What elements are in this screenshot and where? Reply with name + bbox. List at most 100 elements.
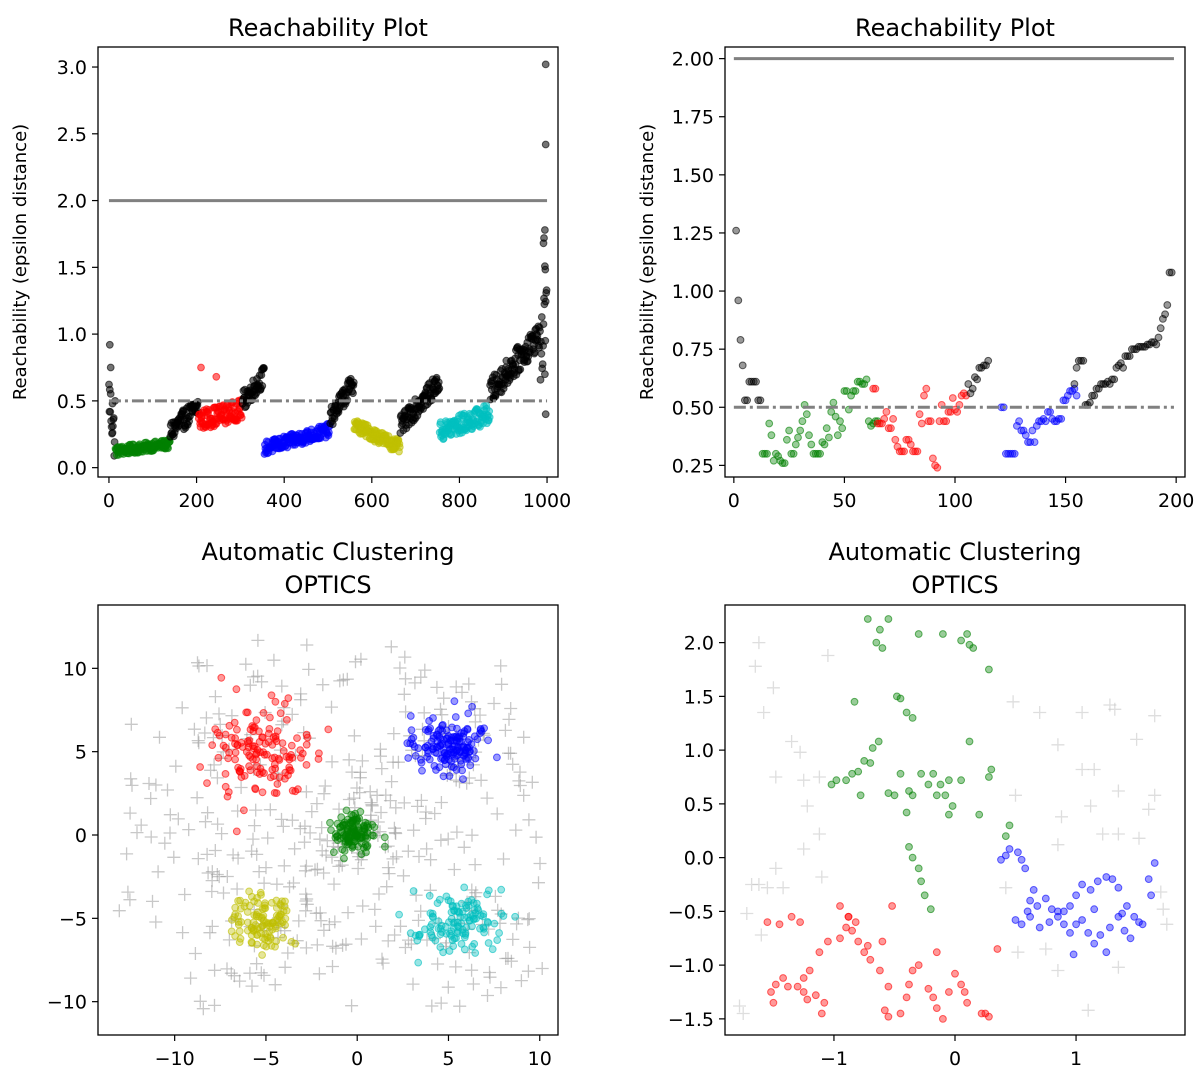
cluster-point-red (977, 1009, 986, 1018)
cluster-point-cyan (472, 914, 481, 923)
noise-point (975, 363, 984, 372)
noise-plus-marker (497, 852, 510, 866)
noise-plus-marker (440, 768, 454, 782)
noise-plus-marker (208, 963, 222, 977)
cluster-point-red (250, 742, 259, 751)
cluster-point-cyan (431, 936, 440, 945)
noise-plus-marker (163, 826, 177, 840)
noise-plus-marker (498, 723, 512, 737)
cluster-point-blue (417, 758, 426, 767)
cluster-point (858, 380, 866, 388)
cluster-point (851, 387, 860, 395)
cluster-point-green (350, 826, 358, 834)
noise-plus-marker (385, 775, 399, 789)
cluster-point-red (842, 923, 850, 932)
noise-plus-marker (171, 812, 185, 826)
noise-plus-marker (251, 633, 265, 647)
noise-plus-marker (243, 678, 257, 692)
noise-plus-marker (502, 712, 516, 726)
noise-plus-marker (397, 796, 411, 810)
noise-plus-marker (230, 882, 244, 896)
x-tick-label: 1 (1070, 1048, 1082, 1070)
cluster-point-green (965, 737, 974, 746)
cluster-point-blue (444, 750, 453, 758)
noise-point (349, 389, 357, 398)
noise-plus-marker (529, 830, 543, 844)
cluster-point (1030, 438, 1039, 447)
cluster-point-red (285, 766, 294, 774)
cluster-point-cyan (484, 939, 493, 947)
noise-plus-marker (1111, 827, 1125, 841)
cluster-point-yellow (236, 904, 245, 913)
cluster-point-red (884, 1012, 893, 1021)
noise-plus-marker (533, 857, 547, 870)
cluster-point-red (224, 754, 233, 763)
cluster-point-blue (1066, 929, 1074, 937)
clustering-plot-right: Automatic Clustering OPTICS −1 0 1 −1.5 −1.0 −0… (668, 538, 1186, 1070)
cluster-point-yellow (230, 913, 239, 921)
cluster-point-red (231, 734, 240, 743)
noise-point (732, 226, 740, 235)
noise-point (1079, 356, 1088, 365)
cluster-point-green (878, 644, 887, 652)
noise-plus-marker (465, 828, 479, 842)
y-axis-label: Reachability (epsilon distance) (10, 124, 31, 400)
cluster-point-red (836, 902, 844, 910)
cluster-point-red (963, 998, 971, 1007)
x-tick-label: 1000 (523, 490, 571, 512)
cluster-point-blue (997, 855, 1005, 864)
cluster-point-red (769, 998, 778, 1007)
cluster-point-red (196, 763, 205, 771)
noise-plus-marker (329, 941, 343, 955)
cluster-point-blue (458, 766, 467, 775)
noise-plus-marker (302, 662, 316, 676)
cluster-point (887, 424, 895, 433)
noise-point (1070, 380, 1079, 388)
cluster-point-blue (426, 724, 435, 733)
noise-point (1110, 375, 1119, 384)
cluster-point-green (914, 630, 923, 638)
y-tick-label: 1.25 (672, 223, 714, 245)
x-tick-label: 600 (354, 490, 390, 512)
cluster-point-red (258, 788, 267, 797)
noise-plus-marker (332, 859, 346, 873)
cluster-point-blue (1017, 920, 1026, 929)
cluster-point-green (380, 833, 389, 842)
noise-plus-marker (278, 960, 292, 974)
cluster-point-green (326, 818, 334, 827)
noise-plus-marker (455, 685, 469, 699)
cluster-point (836, 417, 844, 426)
x-tick-label: −5 (252, 1048, 280, 1070)
cluster-point-green (342, 806, 351, 815)
noise-plus-marker (258, 706, 272, 719)
y-tick-label: 5 (75, 742, 87, 764)
noise-plus-marker (326, 939, 340, 953)
noise-point (536, 375, 545, 384)
cluster-point (1015, 417, 1023, 426)
noise-plus-marker (313, 832, 327, 846)
noise-plus-marker (365, 798, 379, 812)
cluster-point-cyan (499, 912, 508, 920)
y-tick-label: −10 (47, 992, 87, 1014)
noise-plus-marker (387, 821, 401, 835)
cluster-point-red (298, 749, 307, 758)
noise-plus-marker (205, 874, 219, 888)
noise-plus-marker (308, 863, 322, 877)
cluster-point-blue (443, 734, 452, 743)
cluster-point-yellow (267, 941, 276, 950)
cluster-point-red (914, 961, 923, 969)
cluster-point-red (884, 982, 893, 991)
noise-plus-marker (1051, 738, 1065, 752)
cluster-point (889, 415, 897, 423)
noise-plus-marker (393, 661, 407, 675)
noise-plus-marker (462, 771, 476, 785)
noise-point (1156, 324, 1165, 333)
chart-title: Automatic Clustering (201, 538, 454, 566)
cluster-point-blue (1086, 886, 1095, 894)
noise-plus-marker (468, 715, 482, 729)
noise-plus-marker (351, 846, 364, 860)
cluster-point-blue (423, 741, 432, 750)
noise-point (537, 313, 546, 321)
noise-plus-marker (325, 755, 339, 769)
cluster-point-red (278, 739, 287, 747)
